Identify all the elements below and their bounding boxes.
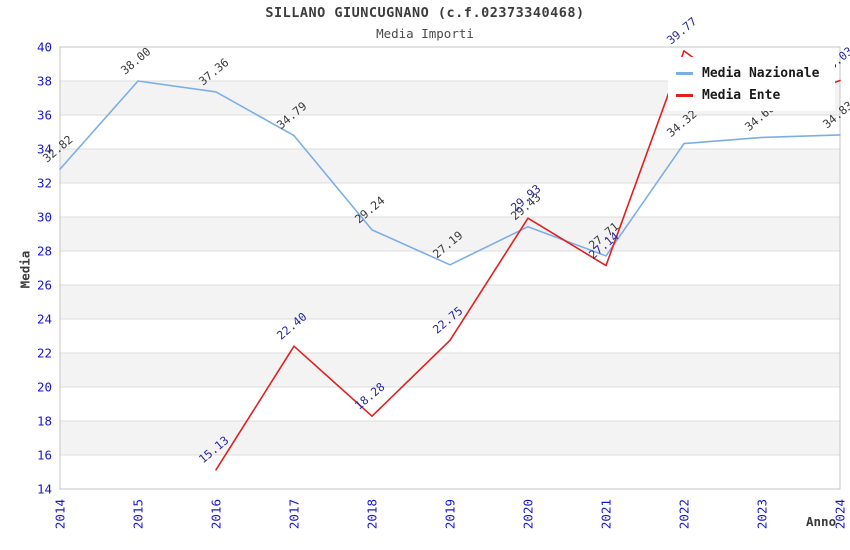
media-nazionale-swatch-icon <box>676 71 693 75</box>
y-tick-label: 14 <box>37 482 52 497</box>
x-tick-label: 2023 <box>755 499 770 529</box>
x-tick-label: 2019 <box>443 499 458 529</box>
media-ente-swatch-icon <box>676 93 693 97</box>
grid-band <box>60 217 840 251</box>
y-tick-label: 32 <box>37 176 52 191</box>
grid-band <box>60 285 840 319</box>
y-axis-title: Media <box>17 250 33 289</box>
y-tick-label: 16 <box>37 448 52 463</box>
legend-label: Media Ente <box>702 87 781 103</box>
legend-label: Media Nazionale <box>702 65 820 81</box>
chart-subtitle: Media Importi <box>376 26 474 41</box>
x-tick-label: 2024 <box>833 499 848 529</box>
y-tick-label: 22 <box>37 346 52 361</box>
x-tick-label: 2014 <box>53 499 68 529</box>
legend-item-media-nazionale: Media Nazionale <box>676 62 819 84</box>
media-nazionale-line <box>59 80 841 266</box>
media-nazionale-value-label: 38.00 <box>118 44 154 77</box>
x-tick-label: 2022 <box>677 499 692 529</box>
x-tick-label: 2020 <box>521 499 536 529</box>
y-tick-label: 36 <box>37 108 52 123</box>
x-tick-label: 2017 <box>287 499 302 529</box>
y-tick-label: 24 <box>37 312 52 327</box>
x-tick-label: 2015 <box>131 499 146 529</box>
y-tick-label: 30 <box>37 210 52 225</box>
grid-band <box>60 421 840 455</box>
legend-item-media-ente: Media Ente <box>676 84 819 106</box>
y-tick-label: 34 <box>37 142 52 157</box>
grid-band <box>60 353 840 387</box>
y-tick-label: 26 <box>37 278 52 293</box>
media-ente-value-label: 39.77 <box>664 14 700 47</box>
y-tick-label: 38 <box>37 74 52 89</box>
x-tick-label: 2016 <box>209 499 224 529</box>
y-tick-label: 28 <box>37 244 52 259</box>
x-tick-label: 2018 <box>365 499 380 529</box>
y-tick-label: 18 <box>37 414 52 429</box>
x-tick-label: 2021 <box>599 499 614 529</box>
legend: Media Nazionale Media Ente <box>668 57 836 111</box>
y-tick-label: 20 <box>37 380 52 395</box>
y-tick-label: 40 <box>37 40 52 55</box>
x-axis-title: Anno <box>806 514 837 529</box>
plot-border <box>59 46 841 490</box>
chart-title: SILLANO GIUNCUGNANO (c.f.02373340468) <box>265 5 585 21</box>
grid-band <box>60 149 840 183</box>
